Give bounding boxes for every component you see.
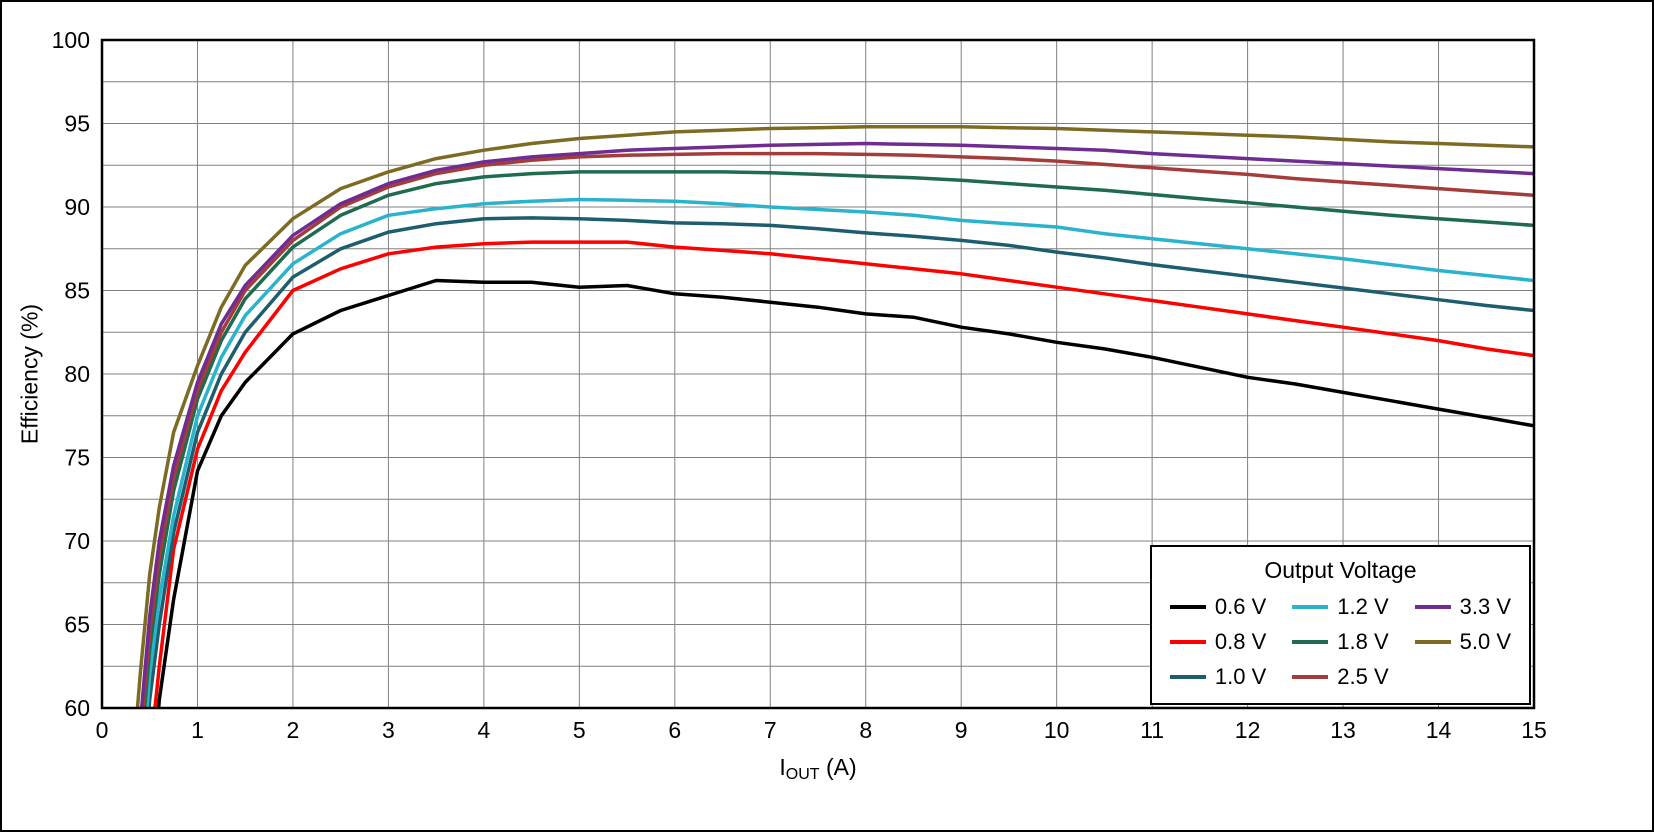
y-tick-label: 70 [64,528,90,554]
y-tick-label: 75 [64,445,90,471]
x-axis-label: IOUT (A) [779,754,857,783]
x-tick-label: 13 [1330,717,1356,743]
curve-0.6V [156,278,1534,708]
x-tick-label: 4 [477,717,490,743]
y-tick-label: 90 [64,194,90,220]
curves-group [135,125,1534,708]
x-axis-label-main: I [779,754,786,780]
y-tick-label: 95 [64,111,90,137]
legend-item: 0.6 V [1169,594,1267,620]
legend-title: Output Voltage [1264,557,1417,583]
curve-5.0V [135,125,1534,708]
x-axis-label-sub: OUT [785,766,820,783]
legend-swatch [1292,640,1329,644]
y-tick-label: 60 [64,695,90,721]
x-tick-label: 2 [287,717,300,743]
legend: Output Voltage 0.6 V 0.8 V 1.0 V 1.2 V 1.8 V… [1149,545,1531,705]
x-tick-label: 11 [1140,717,1164,743]
y-tick-label: 65 [64,612,90,638]
plot-border [100,38,1536,710]
y-tick-label: 85 [64,278,90,304]
legend-swatch [1169,605,1206,609]
legend-swatch [1414,640,1451,644]
curve-0.8V [153,240,1534,708]
x-tick-label: 12 [1235,717,1261,743]
curve-3.3V [139,141,1534,708]
x-tick-label: 3 [382,717,395,743]
legend-label: 2.5 V [1337,664,1389,689]
legend-label: 5.0 V [1459,629,1511,654]
legend-label: 1.2 V [1337,594,1389,619]
legend-swatch [1169,640,1206,644]
x-tick-label: 15 [1521,717,1547,743]
curve-1.0V [147,216,1534,708]
legend-label: 1.8 V [1337,629,1389,654]
legend-label: 1.0 V [1214,664,1267,689]
legend-label: 0.6 V [1214,594,1267,619]
legend-swatch [1292,605,1329,609]
x-tick-label: 9 [955,717,968,743]
legend-item: 1.2 V [1292,594,1389,620]
legend-swatch [1169,675,1206,679]
legend-label: 0.8 V [1214,629,1267,654]
legend-item: 3.3 V [1414,594,1511,620]
x-tick-label: 1 [191,717,204,743]
curve-2.5V [141,151,1534,708]
legend-swatch [1292,675,1329,679]
curve-1.8V [142,170,1534,708]
legend-swatch [1414,605,1451,609]
x-tick-label: 0 [96,717,109,743]
x-tick-label: 8 [859,717,872,743]
y-tick-label: 100 [52,27,90,53]
x-tick-label: 5 [573,717,586,743]
legend-items: 0.6 V 0.8 V 1.0 V 1.2 V 1.8 V 2.5 V 3.3 V 5.0 V [1169,594,1511,690]
legend-item: 5.0 V [1414,629,1511,655]
x-axis-label-unit: (A) [819,754,857,780]
legend-item: 1.8 V [1292,629,1389,655]
legend-item: 1.0 V [1169,664,1267,690]
x-tick-label: 14 [1426,717,1452,743]
legend-label: 3.3 V [1459,594,1511,619]
curve-1.2V [145,197,1534,708]
legend-item: 2.5 V [1292,664,1389,690]
x-tick-label: 10 [1044,717,1070,743]
legend-item: 0.8 V [1169,629,1267,655]
y-axis-label: Efficiency (%) [16,303,43,445]
y-tick-label: 80 [64,361,90,387]
x-tick-label: 7 [764,717,777,743]
x-tick-label: 6 [668,717,681,743]
